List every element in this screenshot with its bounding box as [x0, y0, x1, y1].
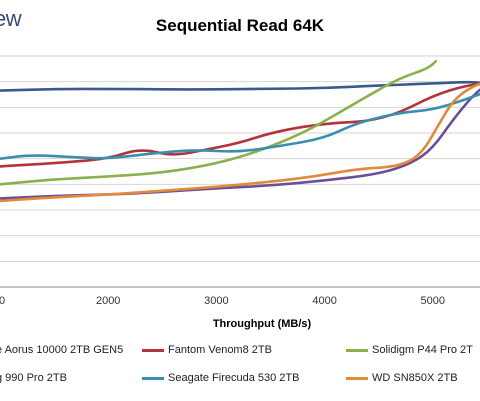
series-line-2	[0, 59, 438, 186]
series-line-4	[0, 92, 480, 160]
legend-item: WD SN850X 2TB	[346, 372, 458, 384]
series-line-5	[0, 82, 480, 203]
legend-swatch	[346, 376, 368, 380]
series-line-0	[0, 80, 480, 92]
legend-swatch	[346, 348, 368, 352]
legend-label: Solidigm P44 Pro 2T	[372, 344, 473, 357]
legend-item: g 990 Pro 2TB	[0, 372, 67, 384]
x-tick-label: 4000	[312, 295, 336, 307]
legend-label: WD SN850X 2TB	[372, 372, 458, 385]
legend-label: Fantom Venom8 2TB	[168, 344, 272, 357]
legend-item: Seagate Firecuda 530 2TB	[142, 372, 299, 384]
grid-lines	[0, 55, 480, 288]
legend-label: g 990 Pro 2TB	[0, 372, 67, 385]
legend-item: Solidigm P44 Pro 2T	[346, 344, 473, 356]
x-axis-label: Throughput (MB/s)	[213, 318, 312, 330]
brand-logo-text: ew	[0, 6, 22, 31]
x-axis: 0 2000 3000 4000 5000	[0, 295, 445, 307]
x-tick-label: 5000	[421, 295, 445, 307]
legend-item: Fantom Venom8 2TB	[142, 344, 272, 356]
legend-swatch	[142, 376, 164, 380]
series-line-3	[0, 88, 480, 200]
legend-swatch	[142, 348, 164, 352]
legend-label: e Aorus 10000 2TB GEN5	[0, 344, 124, 357]
x-tick-label: 0	[0, 295, 5, 307]
series-lines	[0, 59, 480, 203]
chart-title: Sequential Read 64K	[155, 16, 325, 35]
series-line-1	[0, 82, 480, 168]
legend-label: Seagate Firecuda 530 2TB	[168, 372, 300, 385]
x-tick-label: 2000	[96, 295, 120, 307]
legend-item: e Aorus 10000 2TB GEN5	[0, 344, 123, 356]
x-tick-label: 3000	[204, 295, 228, 307]
